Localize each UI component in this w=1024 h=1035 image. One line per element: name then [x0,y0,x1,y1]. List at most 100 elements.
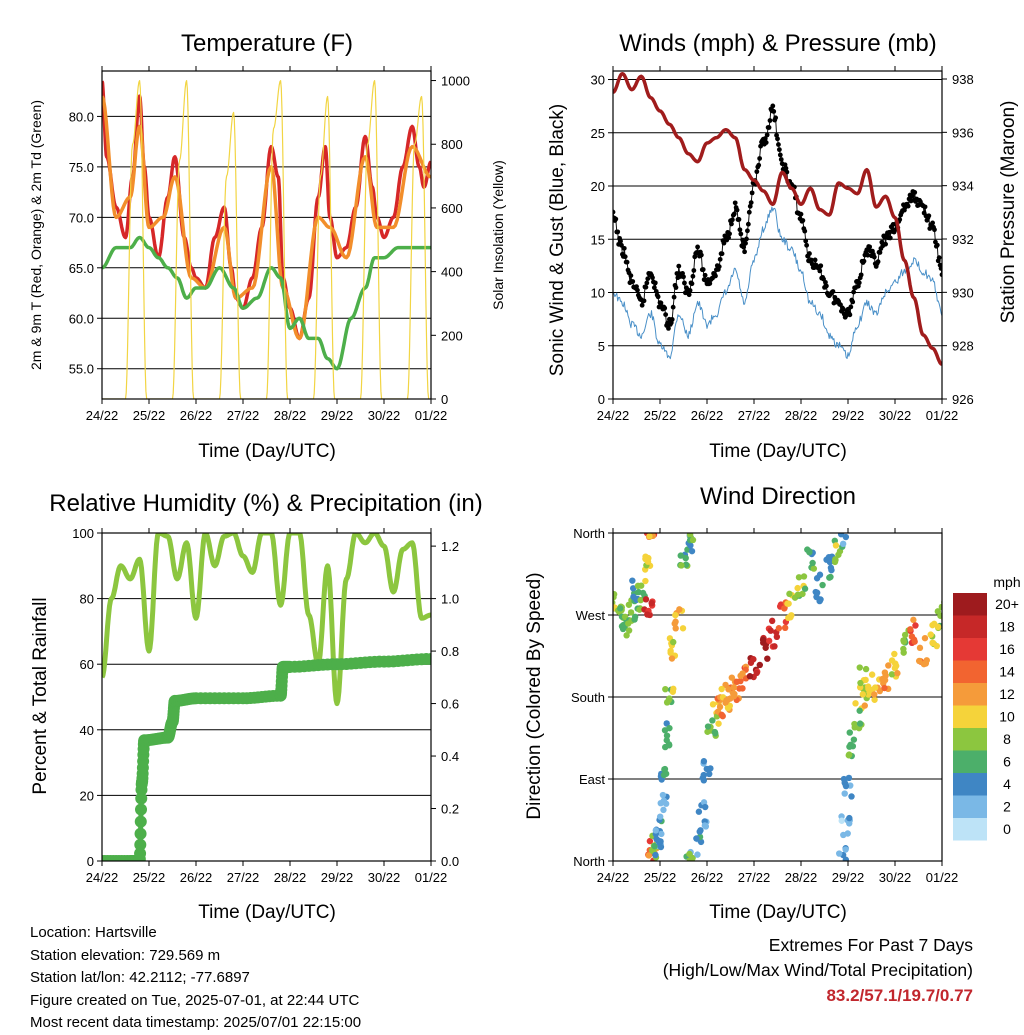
gust-point [762,136,768,141]
y2-tick-label: 938 [952,72,974,87]
direction-point [842,856,850,861]
y-tick-label: 10 [591,286,605,301]
winds-plot: 0 5 10 15 20 25 30 926 928 930 932 934 936 938 24/22 25… [591,66,974,423]
gust-point [817,268,823,274]
y2-tick-label: 930 [952,285,974,300]
direction-point [706,770,713,778]
gust-point [732,200,738,206]
direction-point [606,583,612,589]
speed-colorbar: mph 20+ 18 16 14 12 10 8 6 4 2 0 [953,574,1021,841]
direction-point [810,565,818,572]
gust-point [673,285,679,290]
x-tick-label: 01/22 [415,408,448,423]
gust-point [716,264,722,270]
x-tick-label: 28/22 [785,408,818,423]
series-layer [613,71,942,366]
colorbar-label: 10 [999,709,1015,725]
y2-tick-label: 926 [952,392,974,407]
gust-point [938,265,942,271]
colorbar-label: 6 [1003,754,1011,770]
precip-point [135,803,148,816]
gust-point [731,211,737,217]
direction-point [828,566,835,574]
gust-point [770,103,776,109]
gust-point [628,273,634,279]
direction-point [619,624,627,632]
x-tick-label: 25/22 [133,870,166,885]
plot-frame [612,532,943,862]
extremes-values: 83.2/57.1/19.7/0.77 [826,986,973,1005]
gust-point [618,238,623,244]
series-layer [102,533,431,861]
y-tick-label: West [576,608,606,623]
direction-point [825,553,833,561]
gust-point [851,289,857,295]
plot-frame [612,70,943,400]
colorbar-swatch [953,593,987,616]
direction-point [672,611,679,619]
y2-tick-label: 0.4 [441,749,459,764]
direction-point [746,673,754,680]
y2-tick-label: 936 [952,125,974,140]
gust-point [671,294,677,300]
direction-point [723,697,730,704]
direction-point [921,634,929,642]
direction-point [663,732,671,739]
direction-point [693,835,700,842]
direction-point [702,803,709,811]
recent-timestamp: Most recent data timestamp: 2025/07/01 2… [30,1014,362,1031]
series-line-0 [102,80,431,341]
direction-point [846,814,853,822]
direction-point [725,685,732,693]
direction-point [771,643,778,650]
direction-point [910,616,917,624]
humidity-ylabel: Percent & Total Rainfall [30,597,51,794]
gust-point [641,298,647,304]
gust-point [615,229,621,235]
direction-point [934,623,942,631]
direction-point [613,599,616,606]
direction-point [819,581,826,589]
direction-point [915,657,923,665]
x-tick-label: 30/22 [368,408,401,423]
series-line-3 [102,80,430,399]
direction-point [759,636,767,643]
direction-point [871,684,879,691]
direction-point [885,662,892,669]
gust-point [717,256,723,262]
y2-tick-label: 0 [441,392,448,407]
extremes-heading: Extremes For Past 7 Days [768,935,973,955]
colorbar-label: 2 [1003,799,1011,815]
y-tick-label: 20 [80,788,94,803]
gust-point [729,217,735,223]
y-tick-label: 20 [591,179,605,194]
gust-point [802,228,808,234]
direction-ylabel: Direction (Colored By Speed) [524,572,545,819]
gust-point [686,292,692,298]
direction-point [625,627,633,634]
direction-point [730,684,738,691]
direction-point [660,797,668,804]
direction-point [694,851,701,858]
series-line-0 [613,206,942,360]
gust-point [619,242,624,248]
figure-created: Figure created on Tue, 2025-07-01, at 22… [30,991,360,1009]
direction-point [840,831,847,839]
direction-point [652,827,660,834]
y-tick-label: 55.0 [69,362,94,377]
gust-point [655,294,661,300]
gust-point [830,289,836,294]
gust-point [932,227,937,233]
direction-point [839,540,847,548]
humidity-xlabel: Time (Day/UTC) [198,902,336,923]
direction-point [695,808,703,815]
gust-point [702,272,708,278]
gust-point [662,305,668,311]
gust-point [871,254,877,260]
gust-point [645,276,651,282]
direction-point [629,585,637,592]
colorbar-label: 4 [1003,776,1011,792]
colorbar-swatch [953,795,987,818]
gust-point [887,235,893,241]
gust-point [691,268,697,273]
